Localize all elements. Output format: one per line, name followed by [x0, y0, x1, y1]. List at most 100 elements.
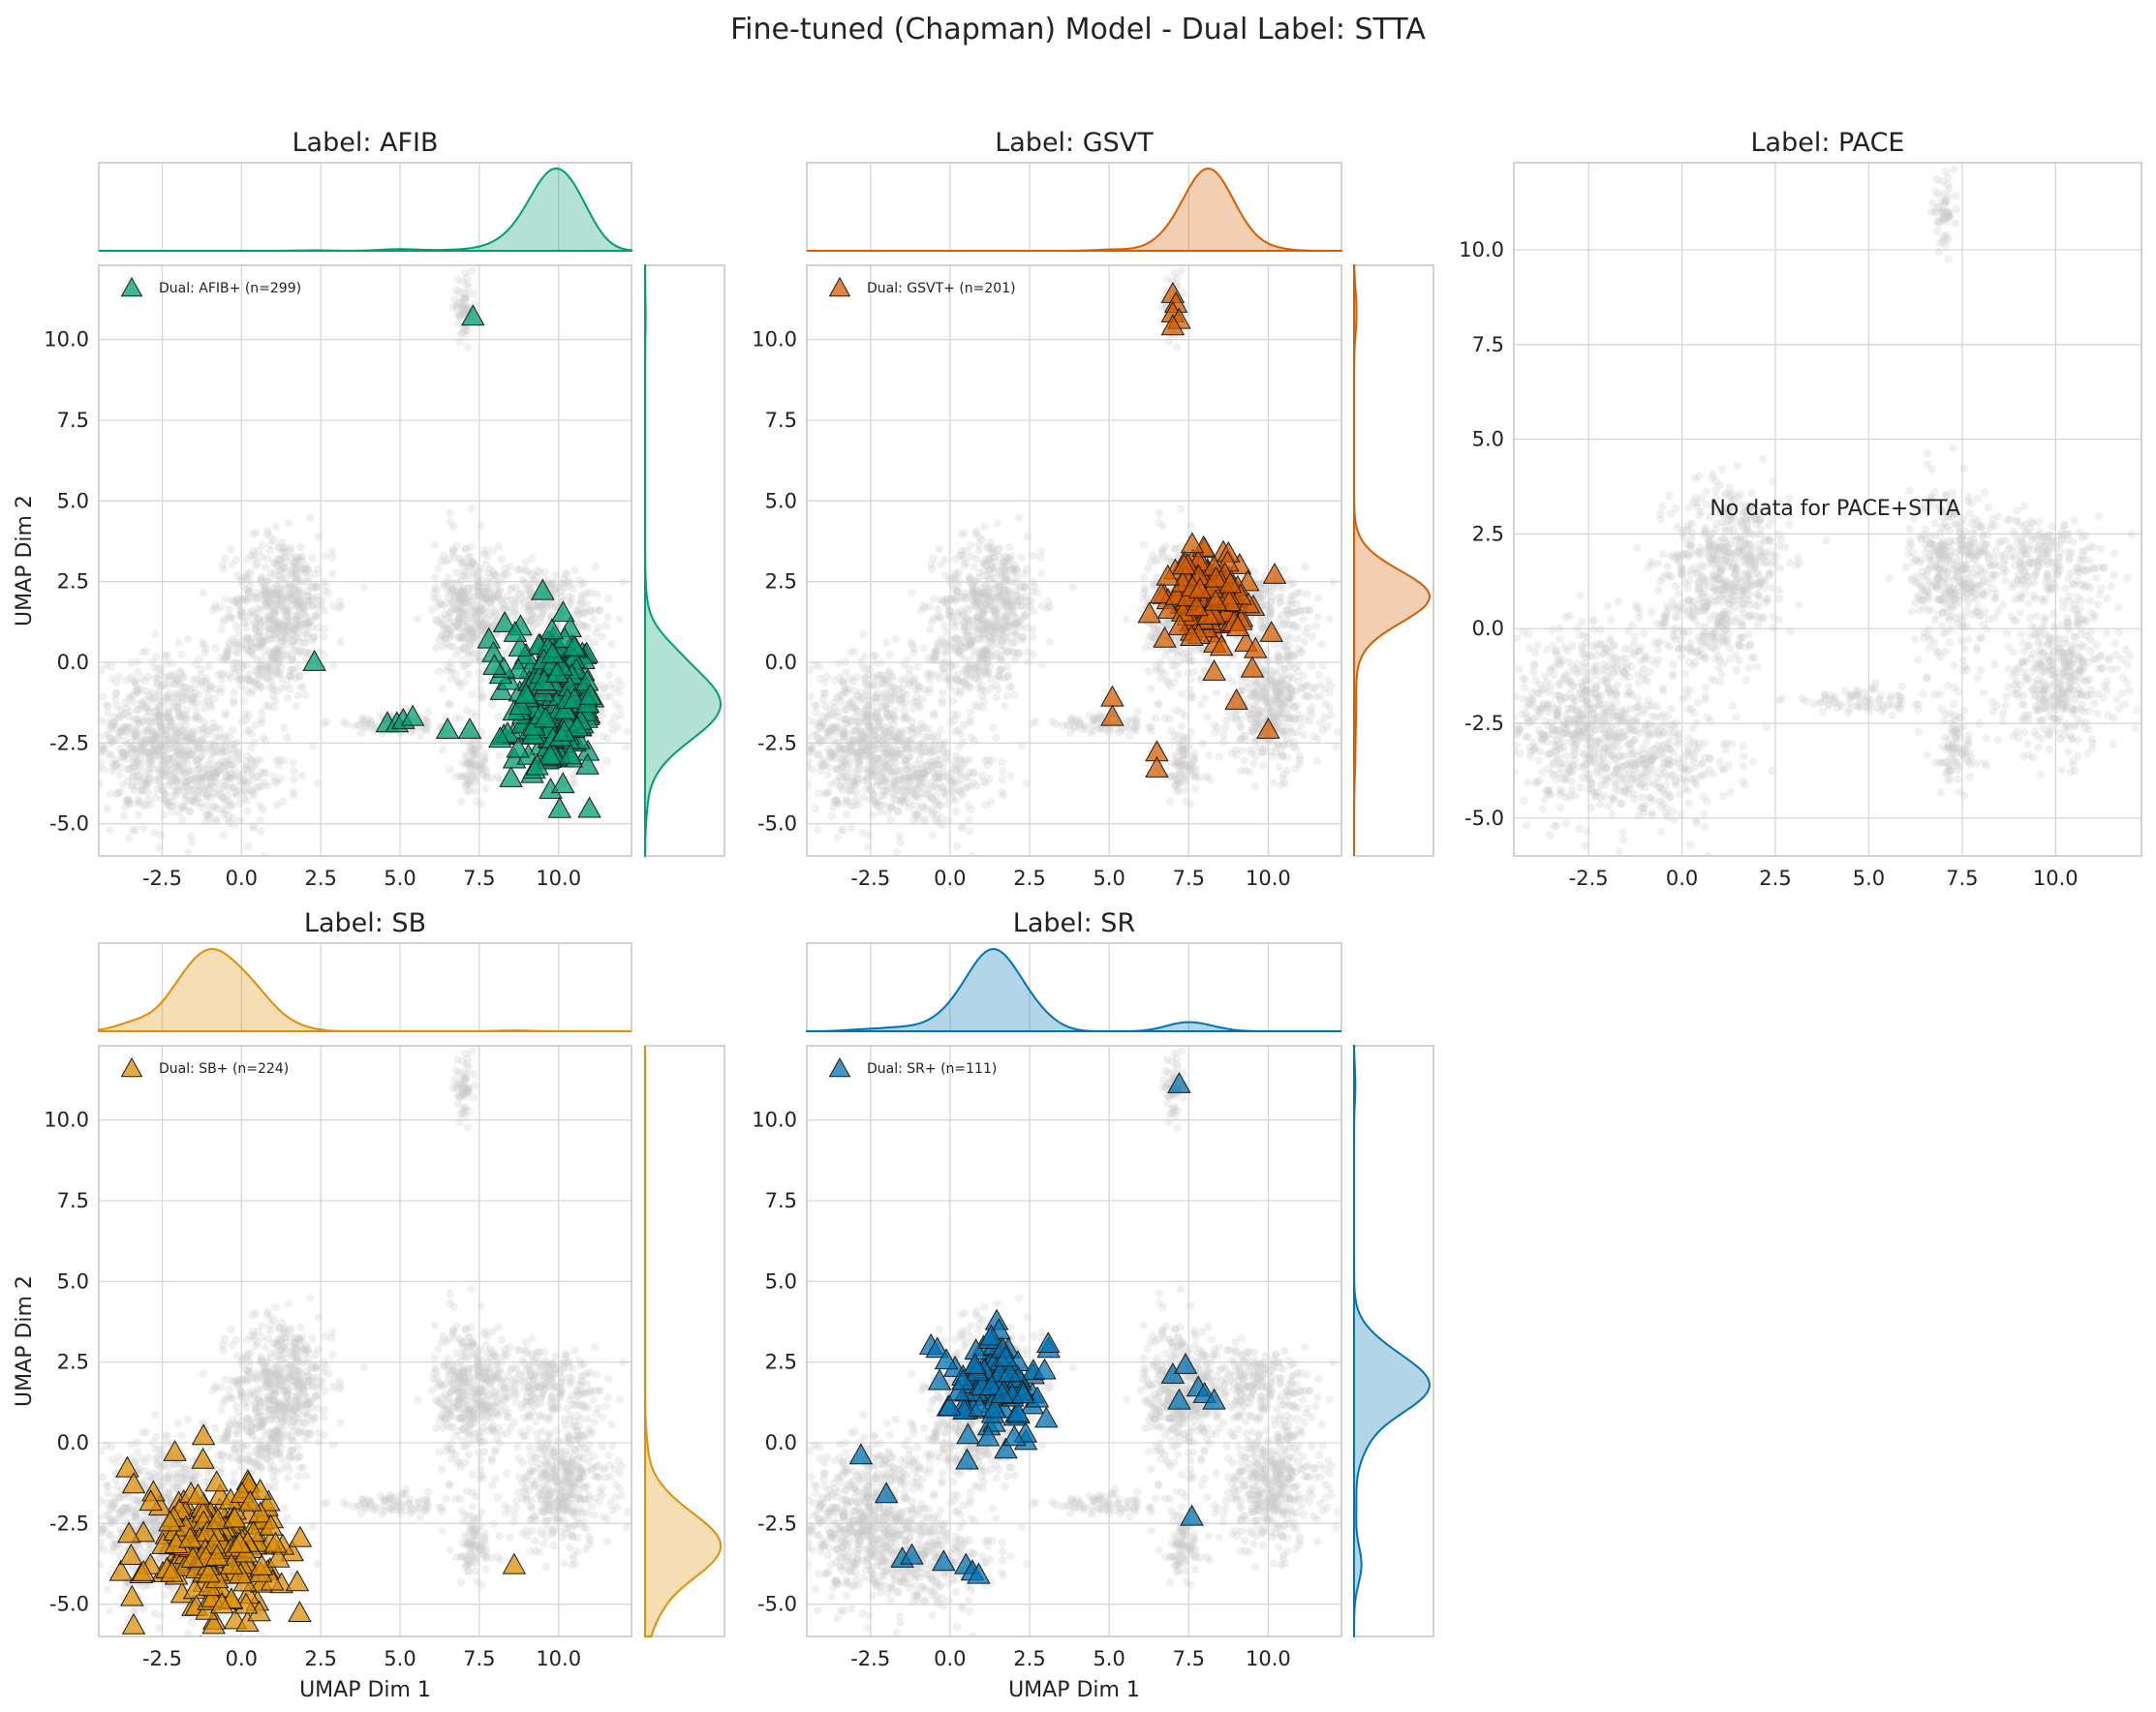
background-point	[239, 786, 248, 795]
background-point	[136, 748, 144, 756]
background-point	[261, 601, 270, 610]
background-point	[213, 767, 223, 776]
background-point	[251, 561, 261, 570]
background-point	[860, 652, 869, 661]
background-point	[967, 733, 976, 743]
background-point	[283, 598, 292, 607]
background-point	[217, 676, 226, 685]
background-point	[252, 755, 262, 765]
background-point	[280, 606, 290, 615]
background-point	[980, 522, 989, 532]
background-point	[231, 637, 239, 647]
background-point	[869, 652, 878, 660]
background-point	[220, 777, 230, 785]
background-point	[237, 641, 247, 650]
background-point	[262, 736, 270, 746]
background-point	[110, 718, 119, 727]
background-point	[270, 696, 280, 705]
background-point	[231, 787, 240, 796]
background-point	[1045, 637, 1054, 647]
background-point	[309, 742, 318, 750]
background-point	[210, 774, 220, 782]
background-point	[247, 551, 256, 560]
background-point	[243, 634, 253, 644]
background-point	[985, 565, 995, 574]
background-point	[181, 720, 190, 729]
background-point	[172, 728, 181, 737]
background-point	[260, 588, 269, 597]
background-point	[190, 786, 199, 795]
background-point	[230, 698, 238, 708]
background-point	[257, 574, 265, 583]
background-point	[170, 787, 179, 796]
background-point	[863, 842, 872, 852]
background-point	[160, 810, 169, 819]
background-point	[286, 673, 295, 682]
background-point	[864, 670, 873, 680]
background-point	[454, 679, 464, 688]
background-point	[203, 801, 212, 810]
background-point	[158, 766, 168, 775]
background-point	[275, 542, 284, 552]
background-point	[184, 732, 193, 741]
background-point	[525, 581, 534, 590]
background-point	[938, 696, 946, 705]
background-point	[318, 596, 326, 605]
background-point	[248, 789, 257, 798]
background-point	[227, 745, 236, 753]
background-point	[854, 735, 863, 744]
background-point	[998, 757, 1006, 767]
background-point	[237, 596, 247, 604]
background-point	[993, 519, 1001, 528]
background-point	[243, 569, 252, 578]
background-point	[135, 719, 143, 728]
background-point	[108, 738, 117, 747]
background-point	[173, 703, 182, 713]
background-point	[252, 624, 261, 632]
background-point	[276, 632, 285, 641]
background-point	[209, 802, 218, 810]
background-point	[314, 623, 323, 632]
background-point	[173, 728, 183, 737]
background-point	[145, 748, 155, 757]
background-point	[179, 695, 188, 704]
background-point	[208, 782, 218, 792]
background-point	[296, 565, 305, 573]
background-point	[289, 596, 298, 605]
background-point	[285, 671, 294, 681]
background-point	[247, 729, 256, 739]
background-point	[927, 565, 937, 574]
background-point	[161, 797, 170, 806]
background-point	[305, 617, 315, 626]
background-point	[287, 552, 295, 562]
background-point	[205, 741, 214, 750]
background-point	[1013, 573, 1022, 583]
background-point	[217, 748, 226, 756]
background-point	[277, 652, 287, 661]
background-point	[321, 582, 330, 591]
background-point	[295, 617, 304, 627]
background-point	[167, 759, 175, 769]
background-point	[283, 606, 292, 615]
background-point	[240, 594, 249, 603]
background-point	[282, 595, 291, 603]
background-point	[438, 746, 447, 754]
background-point	[234, 598, 244, 608]
background-point	[185, 808, 194, 816]
background-point	[184, 848, 193, 856]
background-point	[165, 689, 173, 698]
background-point	[273, 591, 282, 599]
background-point	[282, 626, 291, 634]
background-point	[280, 563, 289, 572]
background-point	[123, 740, 132, 749]
background-point	[273, 649, 283, 657]
background-point	[475, 668, 483, 677]
background-point	[258, 552, 266, 562]
background-point	[292, 617, 300, 626]
background-point	[864, 743, 873, 752]
background-point	[188, 699, 198, 709]
background-point	[220, 761, 230, 771]
background-point	[298, 552, 307, 562]
background-point	[307, 583, 316, 593]
background-point	[116, 727, 125, 736]
